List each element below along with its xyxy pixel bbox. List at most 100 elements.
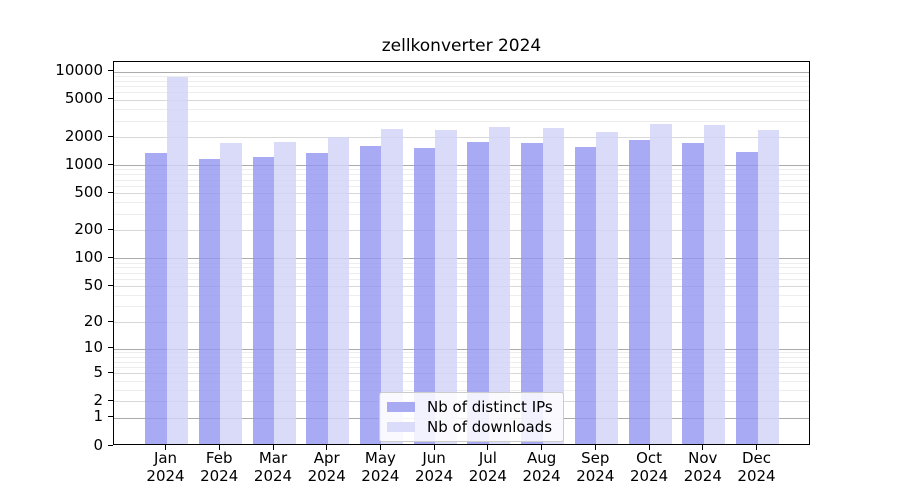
bar-downloads-feb bbox=[220, 143, 242, 444]
plot-area bbox=[113, 61, 810, 445]
x-tick-mark bbox=[433, 445, 435, 450]
gridline-4000 bbox=[114, 108, 809, 110]
gridline-800 bbox=[114, 174, 809, 176]
legend: Nb of distinct IPs Nb of downloads bbox=[379, 392, 564, 442]
y-tick-mark bbox=[108, 135, 113, 137]
x-tick-label-jun: Jun 2024 bbox=[415, 449, 454, 485]
gridline-3 bbox=[114, 389, 809, 391]
x-tick-label-aug: Aug 2024 bbox=[522, 449, 561, 485]
y-tick-label-2000: 2000 bbox=[64, 126, 103, 145]
bar-downloads-may bbox=[381, 129, 403, 444]
bar-downloads-oct bbox=[650, 124, 672, 444]
gridline-50 bbox=[114, 286, 809, 288]
bar-distinct-ips-aug bbox=[521, 142, 543, 444]
gridline-900 bbox=[114, 169, 809, 171]
bar-distinct-ips-mar bbox=[252, 156, 274, 444]
y-tick-label-100: 100 bbox=[74, 247, 103, 266]
gridline-6000 bbox=[114, 92, 809, 94]
bar-downloads-jul bbox=[488, 126, 511, 444]
bar-distinct-ips-oct bbox=[628, 140, 651, 444]
y-tick-mark bbox=[108, 416, 113, 418]
x-tick-label-oct: Oct 2024 bbox=[630, 449, 669, 485]
bar-downloads-aug bbox=[542, 127, 565, 444]
bar-distinct-ips-dec bbox=[736, 152, 758, 444]
y-tick-label-50: 50 bbox=[83, 275, 103, 294]
gridline-700 bbox=[114, 179, 809, 181]
bar-distinct-ips-jan bbox=[145, 153, 167, 444]
y-tick-mark bbox=[108, 228, 113, 230]
x-tick-mark bbox=[648, 445, 650, 450]
legend-label-downloads: Nb of downloads bbox=[427, 418, 553, 436]
gridline-1000 bbox=[114, 165, 809, 167]
y-tick-label-500: 500 bbox=[74, 182, 103, 201]
gridline-400 bbox=[114, 202, 809, 204]
gridline-6 bbox=[114, 366, 809, 368]
gridline-7000 bbox=[114, 86, 809, 88]
gridline-30 bbox=[114, 306, 809, 308]
gridline-2000 bbox=[114, 137, 809, 138]
gridline-10000 bbox=[114, 71, 809, 73]
gridline-7 bbox=[114, 361, 809, 363]
bar-downloads-jan bbox=[166, 76, 188, 444]
gridline-5 bbox=[114, 373, 809, 375]
x-tick-label-jul: Jul 2024 bbox=[468, 449, 507, 485]
gridline-600 bbox=[114, 185, 809, 187]
y-tick-mark bbox=[108, 284, 113, 286]
y-tick-label-10: 10 bbox=[83, 338, 103, 356]
bar-distinct-ips-sep bbox=[574, 147, 597, 444]
gridline-9 bbox=[114, 352, 809, 354]
x-tick-mark bbox=[594, 445, 596, 450]
bar-downloads-jun bbox=[435, 129, 457, 444]
gridline-8000 bbox=[114, 80, 809, 82]
y-tick-label-1000: 1000 bbox=[64, 154, 103, 173]
gridline-70 bbox=[114, 272, 809, 274]
x-tick-label-nov: Nov 2024 bbox=[683, 449, 722, 485]
x-tick-mark bbox=[756, 445, 757, 450]
gridline-4 bbox=[114, 380, 809, 382]
bar-distinct-ips-apr bbox=[306, 153, 328, 444]
x-tick-label-sep: Sep 2024 bbox=[576, 449, 615, 485]
y-tick-label-2: 2 bbox=[93, 390, 103, 409]
y-tick-label-5: 5 bbox=[93, 362, 103, 381]
x-tick-mark bbox=[487, 445, 489, 450]
x-tick-mark bbox=[218, 445, 220, 450]
bar-downloads-sep bbox=[596, 132, 618, 444]
gridline-90 bbox=[114, 262, 809, 264]
legend-swatch-downloads-icon bbox=[387, 422, 415, 432]
gridline-3000 bbox=[114, 120, 809, 122]
x-tick-mark bbox=[326, 445, 328, 450]
x-tick-label-mar: Mar 2024 bbox=[253, 449, 293, 485]
gridline-300 bbox=[114, 214, 809, 215]
y-tick-mark bbox=[108, 163, 113, 165]
chart-title: zellkonverter 2024 bbox=[381, 36, 542, 56]
x-tick-mark bbox=[165, 445, 166, 450]
gridline-10 bbox=[114, 348, 809, 350]
gridline-60 bbox=[114, 278, 809, 280]
gridline-9000 bbox=[114, 75, 809, 77]
gridline-8 bbox=[114, 356, 809, 358]
x-tick-label-may: May 2024 bbox=[361, 449, 400, 485]
y-tick-mark bbox=[108, 444, 113, 446]
gridline-500 bbox=[114, 193, 809, 195]
bar-downloads-mar bbox=[274, 141, 296, 444]
bar-distinct-ips-may bbox=[359, 146, 382, 444]
y-tick-mark bbox=[108, 347, 113, 348]
gridline-40 bbox=[114, 295, 809, 296]
bar-downloads-dec bbox=[757, 129, 779, 444]
x-tick-label-dec: Dec 2024 bbox=[737, 449, 776, 485]
gridline-20 bbox=[114, 322, 809, 324]
x-tick-mark bbox=[272, 445, 274, 450]
y-tick-mark bbox=[108, 191, 113, 193]
bar-downloads-nov bbox=[703, 125, 726, 444]
y-tick-mark bbox=[108, 256, 113, 258]
bar-downloads-apr bbox=[327, 137, 350, 444]
x-tick-label-feb: Feb 2024 bbox=[200, 449, 239, 485]
gridline-5000 bbox=[114, 99, 809, 101]
x-tick-mark bbox=[541, 445, 543, 450]
y-tick-label-200: 200 bbox=[74, 219, 103, 238]
legend-label-distinct-ips: Nb of distinct IPs bbox=[427, 398, 553, 416]
bar-distinct-ips-jul bbox=[467, 142, 489, 444]
x-tick-mark bbox=[379, 445, 381, 450]
y-tick-mark bbox=[108, 98, 113, 100]
